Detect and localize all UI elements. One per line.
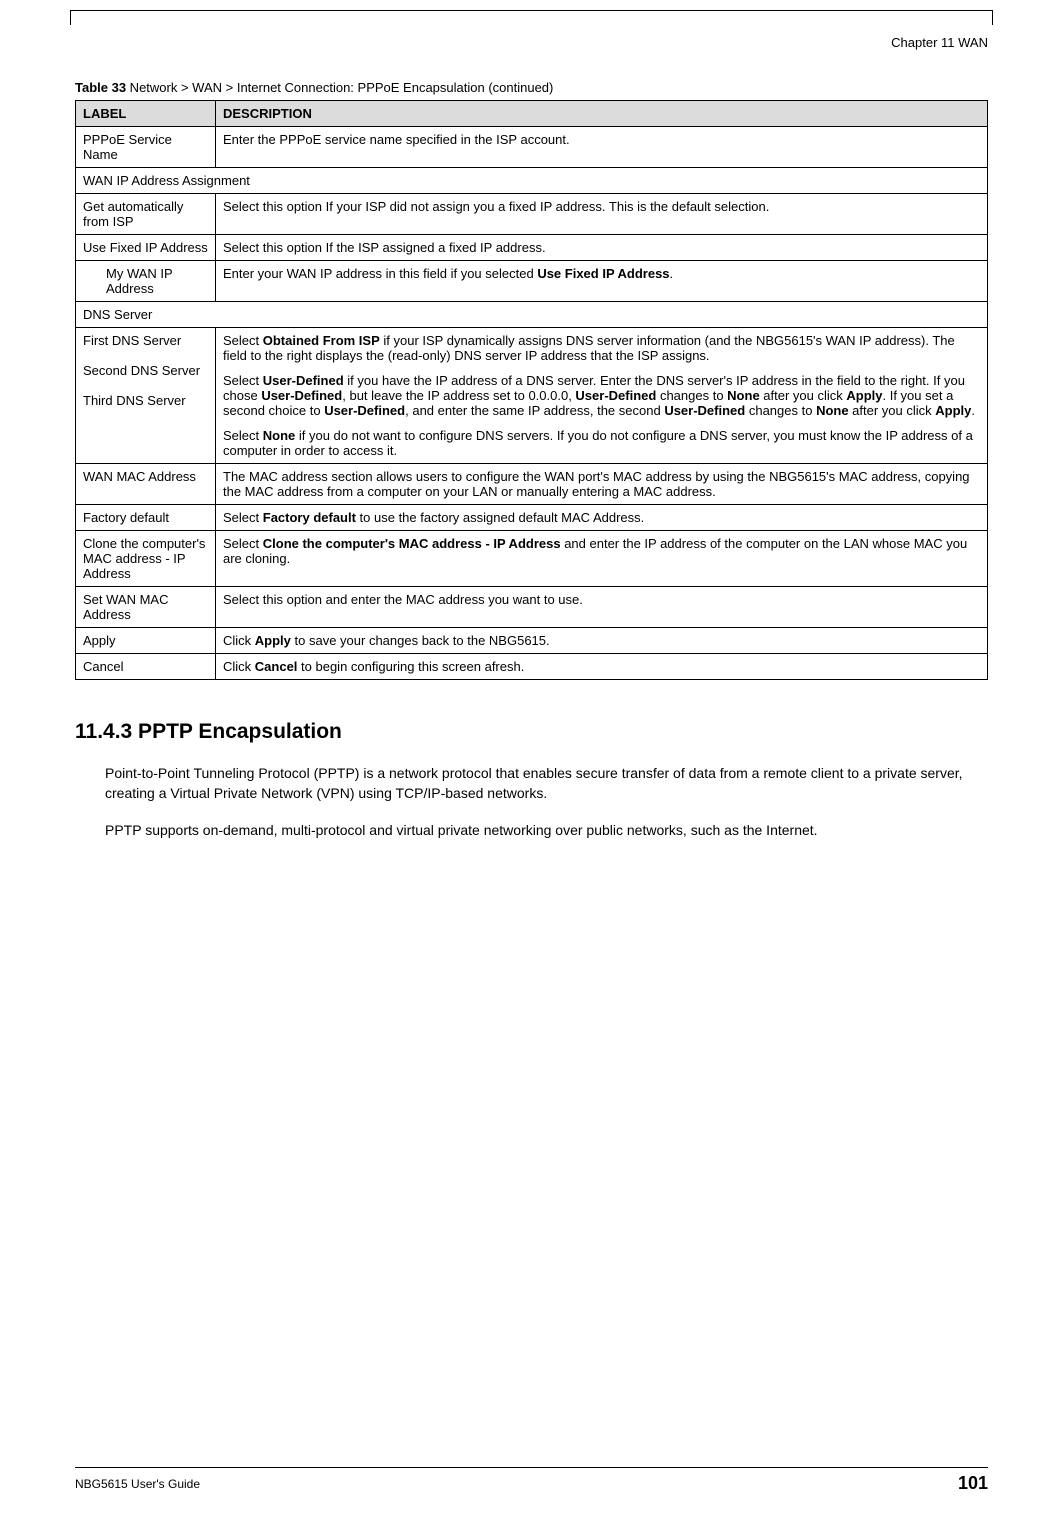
text-segment: to begin configuring this screen afresh. xyxy=(297,659,524,674)
table-row: My WAN IP Address Enter your WAN IP addre… xyxy=(76,261,988,302)
description-paragraph: Select None if you do not want to config… xyxy=(223,428,980,458)
row-description: Select this option and enter the MAC add… xyxy=(216,587,988,628)
section-row-label: DNS Server xyxy=(76,302,988,328)
text-segment: Cancel xyxy=(255,659,298,674)
table-row: WAN IP Address Assignment xyxy=(76,168,988,194)
text-segment: Apply xyxy=(255,633,291,648)
text-segment: Click xyxy=(223,659,255,674)
page-header: Chapter 11 WAN xyxy=(75,35,988,50)
text-segment: to use the factory assigned default MAC … xyxy=(356,510,644,525)
table-row: First DNS Server Second DNS Server Third… xyxy=(76,328,988,464)
text-segment: . xyxy=(670,266,674,281)
table-row: Set WAN MAC AddressSelect this option an… xyxy=(76,587,988,628)
section-row-label: WAN IP Address Assignment xyxy=(76,168,988,194)
text-segment: Apply xyxy=(846,388,882,403)
row-description: Enter your WAN IP address in this field … xyxy=(216,261,988,302)
row-description: Select this option If your ISP did not a… xyxy=(216,194,988,235)
table-row: Clone the computer's MAC address - IP Ad… xyxy=(76,531,988,587)
section-heading: 11.4.3 PPTP Encapsulation xyxy=(75,720,988,744)
row-description: Click Apply to save your changes back to… xyxy=(216,628,988,654)
page-footer: NBG5615 User's Guide 101 xyxy=(75,1467,988,1494)
config-table: LABEL DESCRIPTION PPPoE Service NameEnte… xyxy=(75,100,988,680)
description-paragraph: Select Obtained From ISP if your ISP dyn… xyxy=(223,333,980,363)
text-segment: User-Defined xyxy=(664,403,745,418)
row-description: Select Clone the computer's MAC address … xyxy=(216,531,988,587)
header-description: DESCRIPTION xyxy=(216,101,988,127)
text-segment: User-Defined xyxy=(261,388,342,403)
text-segment: to save your changes back to the NBG5615… xyxy=(291,633,550,648)
row-label: My WAN IP Address xyxy=(76,261,216,302)
text-segment: if you do not want to configure DNS serv… xyxy=(223,428,973,458)
table-header-row: LABEL DESCRIPTION xyxy=(76,101,988,127)
row-description: Click Cancel to begin configuring this s… xyxy=(216,654,988,680)
footer-page-number: 101 xyxy=(958,1473,988,1494)
text-segment: Select xyxy=(223,510,263,525)
text-segment: Click xyxy=(223,633,255,648)
row-label: Cancel xyxy=(76,654,216,680)
text-segment: Obtained From ISP xyxy=(263,333,380,348)
row-label: Set WAN MAC Address xyxy=(76,587,216,628)
row-label-line: Second DNS Server xyxy=(83,363,208,378)
text-segment: Use Fixed IP Address xyxy=(537,266,669,281)
header-label: LABEL xyxy=(76,101,216,127)
page-container: Chapter 11 WAN Table 33 Network > WAN > … xyxy=(0,0,1063,1524)
body-paragraph-1: Point-to-Point Tunneling Protocol (PPTP)… xyxy=(75,764,988,803)
table-row: DNS Server xyxy=(76,302,988,328)
text-segment: Select xyxy=(223,536,263,551)
row-label-line: First DNS Server xyxy=(83,333,208,348)
row-label: WAN MAC Address xyxy=(76,464,216,505)
text-segment: Enter your WAN IP address in this field … xyxy=(223,266,537,281)
row-label: Factory default xyxy=(76,505,216,531)
row-label-line xyxy=(83,348,208,363)
row-label: Apply xyxy=(76,628,216,654)
table-caption: Table 33 Network > WAN > Internet Connec… xyxy=(75,80,988,95)
row-description: Select this option If the ISP assigned a… xyxy=(216,235,988,261)
text-segment: Clone the computer's MAC address - IP Ad… xyxy=(263,536,561,551)
text-segment: None xyxy=(727,388,760,403)
text-segment: after you click xyxy=(849,403,936,418)
text-segment: Select xyxy=(223,428,263,443)
text-segment: User-Defined xyxy=(263,373,344,388)
text-segment: User-Defined xyxy=(575,388,656,403)
text-segment: User-Defined xyxy=(324,403,405,418)
row-label: Get automatically from ISP xyxy=(76,194,216,235)
table-row: Use Fixed IP AddressSelect this option I… xyxy=(76,235,988,261)
text-segment: after you click xyxy=(760,388,847,403)
text-segment: changes to xyxy=(745,403,816,418)
row-label: Clone the computer's MAC address - IP Ad… xyxy=(76,531,216,587)
text-segment: Factory default xyxy=(263,510,356,525)
row-label: Use Fixed IP Address xyxy=(76,235,216,261)
row-label-line: Third DNS Server xyxy=(83,393,208,408)
text-segment: None xyxy=(263,428,296,443)
description-paragraph: Select User-Defined if you have the IP a… xyxy=(223,373,980,418)
table-row: ApplyClick Apply to save your changes ba… xyxy=(76,628,988,654)
footer-guide-name: NBG5615 User's Guide xyxy=(75,1477,200,1491)
text-segment: None xyxy=(816,403,849,418)
body-paragraph-2: PPTP supports on-demand, multi-protocol … xyxy=(75,821,988,841)
table-row: PPPoE Service NameEnter the PPPoE servic… xyxy=(76,127,988,168)
table-title: Network > WAN > Internet Connection: PPP… xyxy=(126,80,553,95)
table-row: Get automatically from ISPSelect this op… xyxy=(76,194,988,235)
text-segment: changes to xyxy=(656,388,727,403)
table-row: CancelClick Cancel to begin configuring … xyxy=(76,654,988,680)
row-label-line xyxy=(83,378,208,393)
text-segment: Select xyxy=(223,333,263,348)
table-number: Table 33 xyxy=(75,80,126,95)
chapter-title: Chapter 11 WAN xyxy=(891,35,988,50)
table-row: WAN MAC AddressThe MAC address section a… xyxy=(76,464,988,505)
row-label: PPPoE Service Name xyxy=(76,127,216,168)
table-row: Factory defaultSelect Factory default to… xyxy=(76,505,988,531)
row-description: The MAC address section allows users to … xyxy=(216,464,988,505)
text-segment: Select xyxy=(223,373,263,388)
row-description: Select Factory default to use the factor… xyxy=(216,505,988,531)
text-segment: , but leave the IP address set to 0.0.0.… xyxy=(342,388,575,403)
crop-marks xyxy=(70,10,993,25)
row-description: Enter the PPPoE service name specified i… xyxy=(216,127,988,168)
text-segment: Apply xyxy=(935,403,971,418)
row-description: Select Obtained From ISP if your ISP dyn… xyxy=(216,328,988,464)
text-segment: , and enter the same IP address, the sec… xyxy=(405,403,664,418)
text-segment: . xyxy=(971,403,975,418)
row-label: First DNS Server Second DNS Server Third… xyxy=(76,328,216,464)
